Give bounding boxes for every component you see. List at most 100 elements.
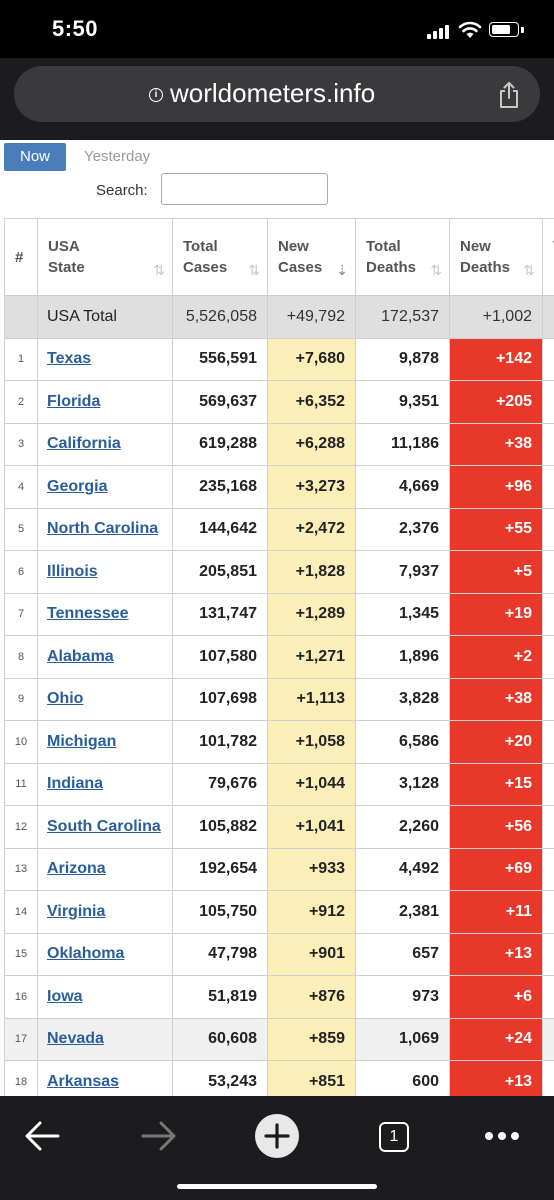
tab-yesterday[interactable]: Yesterday [84,148,151,165]
state-link[interactable]: Illinois [47,562,98,580]
tabs-count-icon[interactable]: 1 [379,1122,409,1152]
state-link[interactable]: Florida [47,392,101,410]
state-cell: Alabama [37,635,173,679]
total-cases-cell: 53,243 [172,1060,268,1096]
battery-tip [521,27,524,33]
table-row: 10 Michigan 101,782 +1,058 6,586 +20 [4,720,554,764]
new-cases-cell: +1,113 [267,677,356,721]
header-total-deaths[interactable]: Total Deaths ⇅ [355,218,450,296]
row-index: 9 [4,677,38,721]
state-link[interactable]: Arkansas [47,1072,120,1090]
sort-icon[interactable]: ⇅ [153,262,165,278]
header-new-cases[interactable]: New Cases ⇣ [267,218,356,296]
state-cell: Arizona [37,847,173,891]
next-column-cell [542,1017,554,1061]
table-row: 17 Nevada 60,608 +859 1,069 +24 [4,1017,554,1061]
state-link[interactable]: Texas [47,350,92,368]
state-link[interactable]: Virginia [47,902,106,920]
new-cases-cell: +851 [267,1060,356,1096]
total-cases-cell: 47,798 [172,932,268,976]
state-cell: Illinois [37,550,173,594]
more-dots-icon[interactable] [474,1108,530,1164]
state-link[interactable]: Tennessee [47,605,129,623]
tabs-count-button[interactable]: 1 [366,1108,422,1164]
total-deaths-cell: 4,669 [355,465,450,509]
header-state[interactable]: USA State ⇅ [37,218,173,296]
back-arrow-icon[interactable] [14,1108,70,1164]
next-column-cell [542,635,554,679]
sort-desc-icon[interactable]: ⇣ [336,262,348,278]
new-deaths-cell: +13 [449,932,543,976]
sort-icon[interactable]: ⇅ [248,262,260,278]
url-text[interactable]: worldometers.info [170,78,376,108]
next-column-cell [542,337,554,381]
share-icon[interactable] [496,80,522,110]
table-header-row: # USA State ⇅ Total Cases ⇅ New Cases ⇣ Total D… [4,218,554,296]
state-link[interactable]: Alabama [47,647,114,665]
table-row: 9 Ohio 107,698 +1,113 3,828 +38 [4,677,554,721]
state-link[interactable]: Ohio [47,690,84,708]
state-cell: Virginia [37,890,173,934]
total-cases-cell: 60,608 [172,1017,268,1061]
table-row: 8 Alabama 107,580 +1,271 1,896 +2 [4,635,554,679]
new-cases-cell: +1,044 [267,762,356,806]
new-deaths-cell: +5 [449,550,543,594]
row-index: 8 [4,635,38,679]
state-cell: Arkansas [37,1060,173,1096]
state-link[interactable]: California [47,435,121,453]
new-cases-cell: +1,828 [267,550,356,594]
total-deaths-cell: 2,376 [355,507,450,551]
sort-icon[interactable]: ⇅ [430,262,442,278]
header-next-column[interactable]: TD [542,218,554,296]
header-state-line2: State [48,259,85,276]
state-link[interactable]: Georgia [47,477,108,495]
total-total-deaths: 172,537 [355,295,450,339]
search-input[interactable] [161,173,328,205]
status-time: 5:50 [52,16,99,41]
new-tab-plus-icon[interactable] [249,1108,305,1164]
total-cases-cell: 235,168 [172,465,268,509]
state-link[interactable]: Michigan [47,732,117,750]
total-deaths-cell: 1,896 [355,635,450,679]
forward-arrow-icon[interactable] [131,1108,187,1164]
address-bar[interactable] [14,66,540,122]
state-link[interactable]: Oklahoma [47,945,125,963]
table-row: 6 Illinois 205,851 +1,828 7,937 +5 [4,550,554,594]
state-link[interactable]: Indiana [47,775,104,793]
state-link[interactable]: Nevada [47,1030,104,1048]
header-new-deaths[interactable]: New Deaths ⇅ [449,218,543,296]
state-cell: Indiana [37,762,173,806]
state-link[interactable]: North Carolina [47,520,159,538]
total-cases-cell: 131,747 [172,592,268,636]
sort-icon[interactable]: ⇅ [523,262,535,278]
search-label: Search: [96,182,148,199]
total-cases-cell: 556,591 [172,337,268,381]
total-cases-cell: 105,750 [172,890,268,934]
table-row: 5 North Carolina 144,642 +2,472 2,376 +55 [4,507,554,551]
total-total-cases: 5,526,058 [172,295,268,339]
state-link[interactable]: South Carolina [47,817,161,835]
state-link[interactable]: Iowa [47,987,83,1005]
tab-now[interactable]: Now [4,143,66,171]
row-index: 10 [4,720,38,764]
total-cases-cell: 569,637 [172,380,268,424]
info-icon[interactable]: i [149,88,163,102]
new-cases-cell: +6,352 [267,380,356,424]
row-index: 13 [4,847,38,891]
new-cases-cell: +3,273 [267,465,356,509]
row-index: 12 [4,805,38,849]
new-deaths-cell: +38 [449,422,543,466]
header-state-line1: USA [48,238,80,255]
total-cases-cell: 79,676 [172,762,268,806]
table-row: 14 Virginia 105,750 +912 2,381 +11 [4,890,554,934]
row-index: 5 [4,507,38,551]
state-cell: South Carolina [37,805,173,849]
new-deaths-cell: +20 [449,720,543,764]
table-row: 12 South Carolina 105,882 +1,041 2,260 +56 [4,805,554,849]
new-deaths-cell: +13 [449,1060,543,1096]
header-total-cases[interactable]: Total Cases ⇅ [172,218,268,296]
new-cases-cell: +1,041 [267,805,356,849]
state-link[interactable]: Arizona [47,860,106,878]
table-row: 2 Florida 569,637 +6,352 9,351 +205 [4,380,554,424]
total-deaths-cell: 1,069 [355,1017,450,1061]
